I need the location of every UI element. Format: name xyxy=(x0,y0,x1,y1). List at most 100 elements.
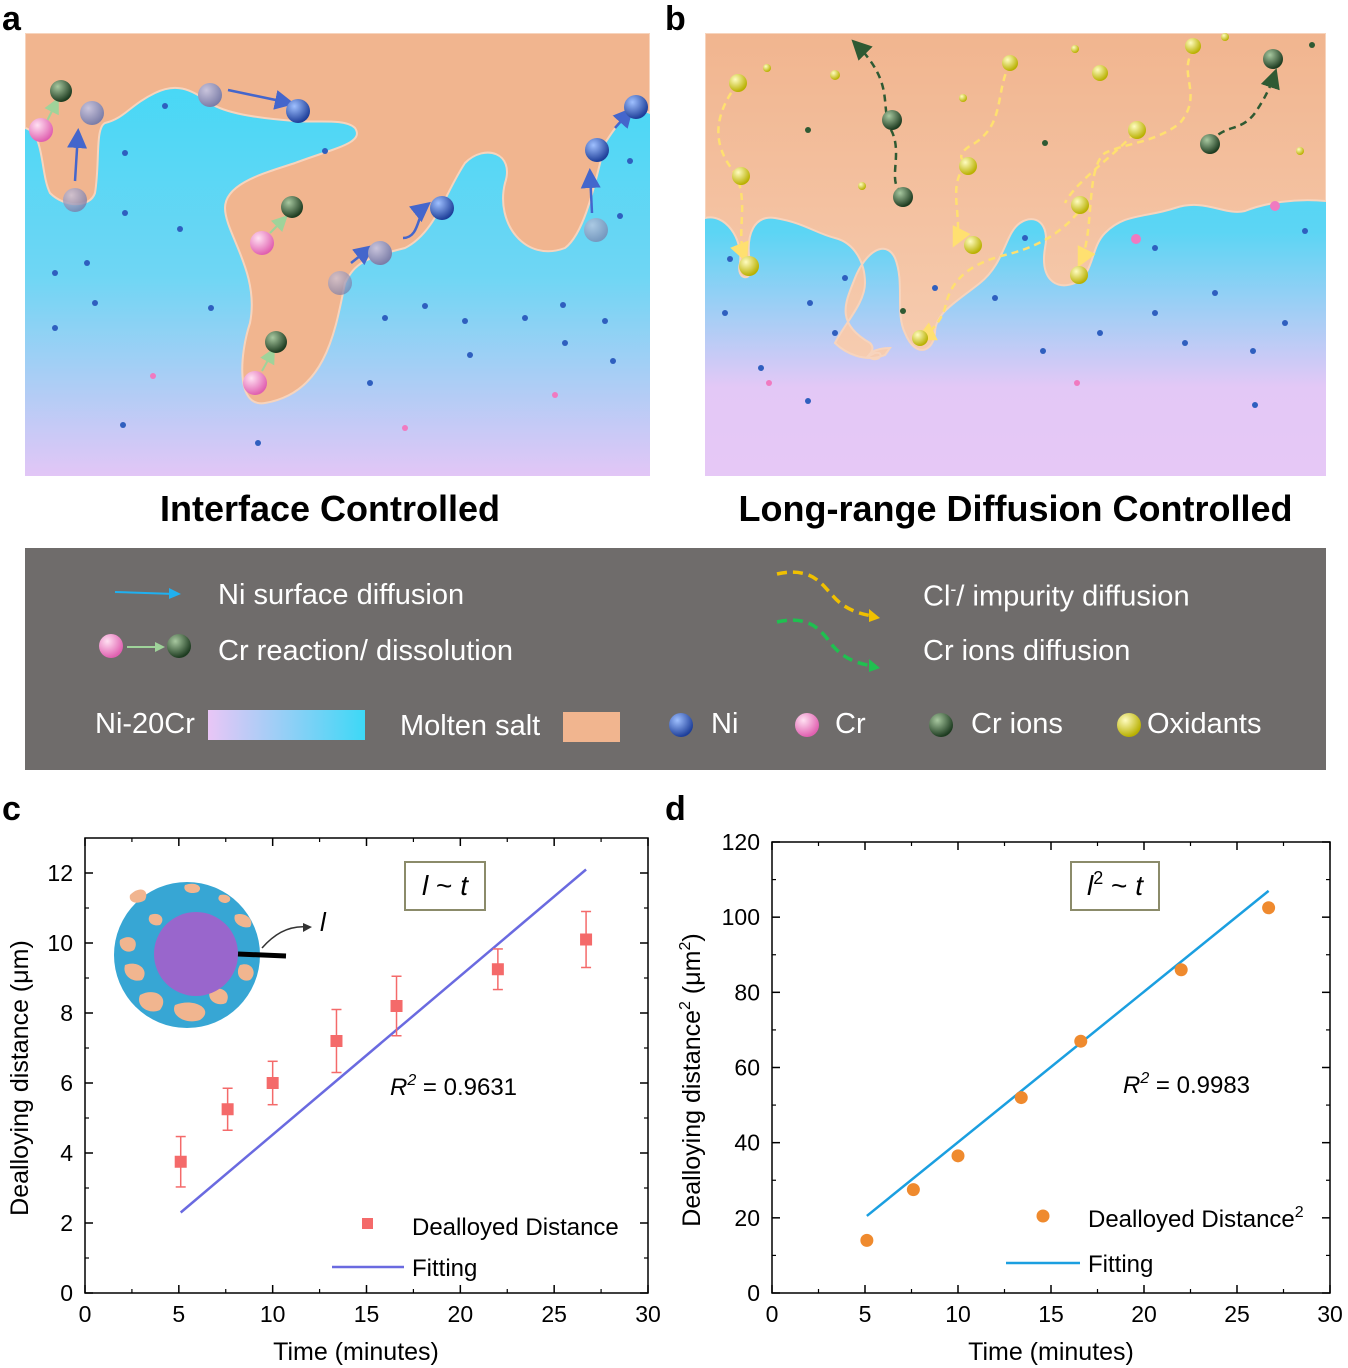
chart-c-xtick-label: 30 xyxy=(635,1301,661,1327)
panel-label-d: d xyxy=(665,790,686,828)
oxidant-atoms-b xyxy=(729,33,1304,346)
chart-d-ytick-label: 0 xyxy=(747,1280,760,1306)
cr-ion-paths-b xyxy=(851,39,1280,195)
ni-atom-icon xyxy=(669,713,693,737)
r2-c: R2 = 0.9631 xyxy=(390,1072,517,1101)
formula-d: l2 ~ t xyxy=(1087,868,1144,901)
ylabel-d-units-sup: 2 xyxy=(677,942,694,951)
formula-c-l: l xyxy=(422,870,429,901)
legend-d-dealloyed: Dealloyed Distance2 xyxy=(1088,1204,1304,1233)
cr-ion-atoms-b xyxy=(882,49,1283,207)
ylabel-d-main: Dealloying distance xyxy=(678,1010,706,1227)
legend-oxidants-label: Oxidants xyxy=(1147,708,1262,740)
cl-impurity-paths-b xyxy=(717,47,1196,341)
cr-ions-path-icon xyxy=(776,618,880,672)
formula-d-sup: 2 xyxy=(1093,868,1103,888)
ylabel-d-units: (μm xyxy=(678,951,706,1002)
chart-d-ytick-label: 20 xyxy=(734,1205,760,1231)
legend-panel: Ni surface diffusion Cr reaction/ dissol… xyxy=(25,548,1326,770)
cr-ion-small-b xyxy=(805,42,1315,314)
atoms-a xyxy=(29,80,648,395)
legend-ni20cr-label: Ni-20Cr xyxy=(95,708,195,740)
molten-salt-region xyxy=(25,33,650,405)
r2-d-r: R xyxy=(1123,1072,1140,1099)
r2-c-r: R xyxy=(390,1074,407,1101)
legend-cl-prefix: Cl xyxy=(923,580,951,613)
chart-c-xtick-label: 10 xyxy=(260,1301,286,1327)
cr-ion-icon xyxy=(929,713,953,737)
formula-c: l ~ t xyxy=(422,870,469,901)
chart-d-ytick-label: 80 xyxy=(734,979,760,1005)
ni-surface-diffusion-arrow-icon xyxy=(114,588,181,599)
chart-d-ytick-label: 60 xyxy=(734,1055,760,1081)
chart-d-data-point xyxy=(1014,1091,1028,1105)
chart-d-xtick-label: 15 xyxy=(1038,1301,1064,1327)
chart-d-ytick-label: 100 xyxy=(722,904,760,930)
xlabel-d: Time (minutes) xyxy=(968,1338,1134,1366)
chart-c-xtick-label: 5 xyxy=(172,1301,185,1327)
chart-d-ytick-label: 40 xyxy=(734,1130,760,1156)
chart-d-fit-line xyxy=(866,889,1270,1217)
chart-d-data-point xyxy=(906,1183,920,1197)
cr-atoms-a xyxy=(150,373,558,431)
cr-reaction-arrows-a xyxy=(44,97,288,372)
chart-c-ytick-label: 2 xyxy=(60,1210,73,1236)
surface-diffusion-arrows-a xyxy=(67,88,634,266)
chart-c-xtick-label: 0 xyxy=(79,1301,92,1327)
chart-d-xtick-label: 10 xyxy=(945,1301,971,1327)
legend-c-fitting: Fitting xyxy=(412,1255,477,1282)
chart-d-xtick-label: 30 xyxy=(1317,1301,1343,1327)
formula-box-d xyxy=(1070,861,1160,911)
oxidant-icon xyxy=(1117,713,1141,737)
chart-d-xtick-label: 0 xyxy=(766,1301,779,1327)
chart-d-data-point xyxy=(1174,963,1188,977)
formula-c-rest: ~ xyxy=(428,870,460,901)
chart-c-ytick-label: 6 xyxy=(60,1070,73,1096)
ylabel-c: Dealloying distance (μm) xyxy=(6,940,34,1216)
chart-c-data-point xyxy=(390,1000,403,1012)
chart-c-data-point xyxy=(330,1035,343,1047)
title-long-range-diffusion: Long-range Diffusion Controlled xyxy=(738,488,1293,529)
r2-d: R2 = 0.9983 xyxy=(1123,1070,1250,1099)
legend-d-dealloyed-sup: 2 xyxy=(1295,1204,1304,1221)
cr-reaction-icon xyxy=(99,634,191,658)
legend-d-marker xyxy=(1036,1209,1050,1223)
legend-ni-surface-diffusion: Ni surface diffusion xyxy=(218,579,465,611)
legend-c-marker xyxy=(362,1218,373,1229)
formula-d-l: l xyxy=(1087,870,1094,901)
chart-c-data-point xyxy=(580,933,593,946)
ylabel-d: Dealloying distance2 (μm2) xyxy=(677,933,706,1226)
cr-atoms-b xyxy=(766,201,1280,386)
chart-c-data-point xyxy=(266,1077,279,1089)
chart-d-ytick-label: 120 xyxy=(722,829,760,855)
chart-c-ytick-label: 10 xyxy=(47,930,73,956)
ylabel-d-close: ) xyxy=(678,933,706,941)
ylabel-d-sup: 2 xyxy=(677,1001,694,1010)
legend-c-dealloyed: Dealloyed Distance xyxy=(412,1214,619,1241)
legend-ni-label: Ni xyxy=(711,708,739,740)
cl-impurity-path-icon xyxy=(776,570,880,622)
legend-d-dealloyed-name: Dealloyed Distance xyxy=(1088,1206,1295,1233)
molten-salt-swatch xyxy=(563,712,620,742)
chart-d-xtick-label: 25 xyxy=(1224,1301,1250,1327)
chart-c-ytick-label: 8 xyxy=(60,1000,73,1026)
legend-cr-reaction: Cr reaction/ dissolution xyxy=(218,635,513,667)
r2-c-val: = 0.9631 xyxy=(416,1074,517,1101)
legend-cl-sup: - xyxy=(950,579,957,599)
xlabel-c: Time (minutes) xyxy=(273,1338,439,1366)
chart-d-data-point xyxy=(860,1233,874,1247)
chart-c-xtick-label: 25 xyxy=(541,1301,567,1327)
chart-d-data-point xyxy=(951,1149,965,1163)
chart-c-ytick-label: 12 xyxy=(47,860,73,886)
formula-c-t: t xyxy=(460,870,469,901)
legend-cr-ions-label: Cr ions xyxy=(971,708,1063,740)
chart-c-data-point xyxy=(174,1155,187,1168)
cr-atom-icon xyxy=(795,713,819,737)
title-interface-controlled: Interface Controlled xyxy=(159,488,501,529)
r2-d-val: = 0.9983 xyxy=(1149,1072,1250,1099)
chart-c-data-point xyxy=(221,1103,234,1116)
chart-d-data-point xyxy=(1262,901,1276,915)
formula-d-rest: ~ xyxy=(1103,870,1135,901)
